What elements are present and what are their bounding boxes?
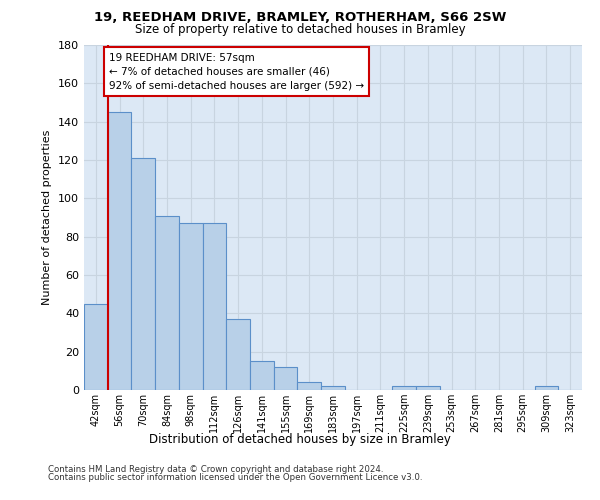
Bar	[108, 112, 131, 390]
Text: Distribution of detached houses by size in Bramley: Distribution of detached houses by size …	[149, 432, 451, 446]
Text: 19 REEDHAM DRIVE: 57sqm
← 7% of detached houses are smaller (46)
92% of semi-det: 19 REEDHAM DRIVE: 57sqm ← 7% of detached…	[109, 52, 364, 90]
Bar	[535, 386, 558, 390]
Bar	[84, 304, 108, 390]
Bar	[298, 382, 321, 390]
Bar	[250, 361, 274, 390]
Y-axis label: Number of detached properties: Number of detached properties	[43, 130, 52, 305]
Bar	[155, 216, 179, 390]
Bar	[226, 319, 250, 390]
Bar	[179, 223, 203, 390]
Bar	[274, 367, 298, 390]
Bar	[203, 223, 226, 390]
Bar	[416, 386, 440, 390]
Text: Size of property relative to detached houses in Bramley: Size of property relative to detached ho…	[134, 22, 466, 36]
Text: 19, REEDHAM DRIVE, BRAMLEY, ROTHERHAM, S66 2SW: 19, REEDHAM DRIVE, BRAMLEY, ROTHERHAM, S…	[94, 11, 506, 24]
Bar	[392, 386, 416, 390]
Text: Contains HM Land Registry data © Crown copyright and database right 2024.: Contains HM Land Registry data © Crown c…	[48, 465, 383, 474]
Text: Contains public sector information licensed under the Open Government Licence v3: Contains public sector information licen…	[48, 472, 422, 482]
Bar	[131, 158, 155, 390]
Bar	[321, 386, 345, 390]
